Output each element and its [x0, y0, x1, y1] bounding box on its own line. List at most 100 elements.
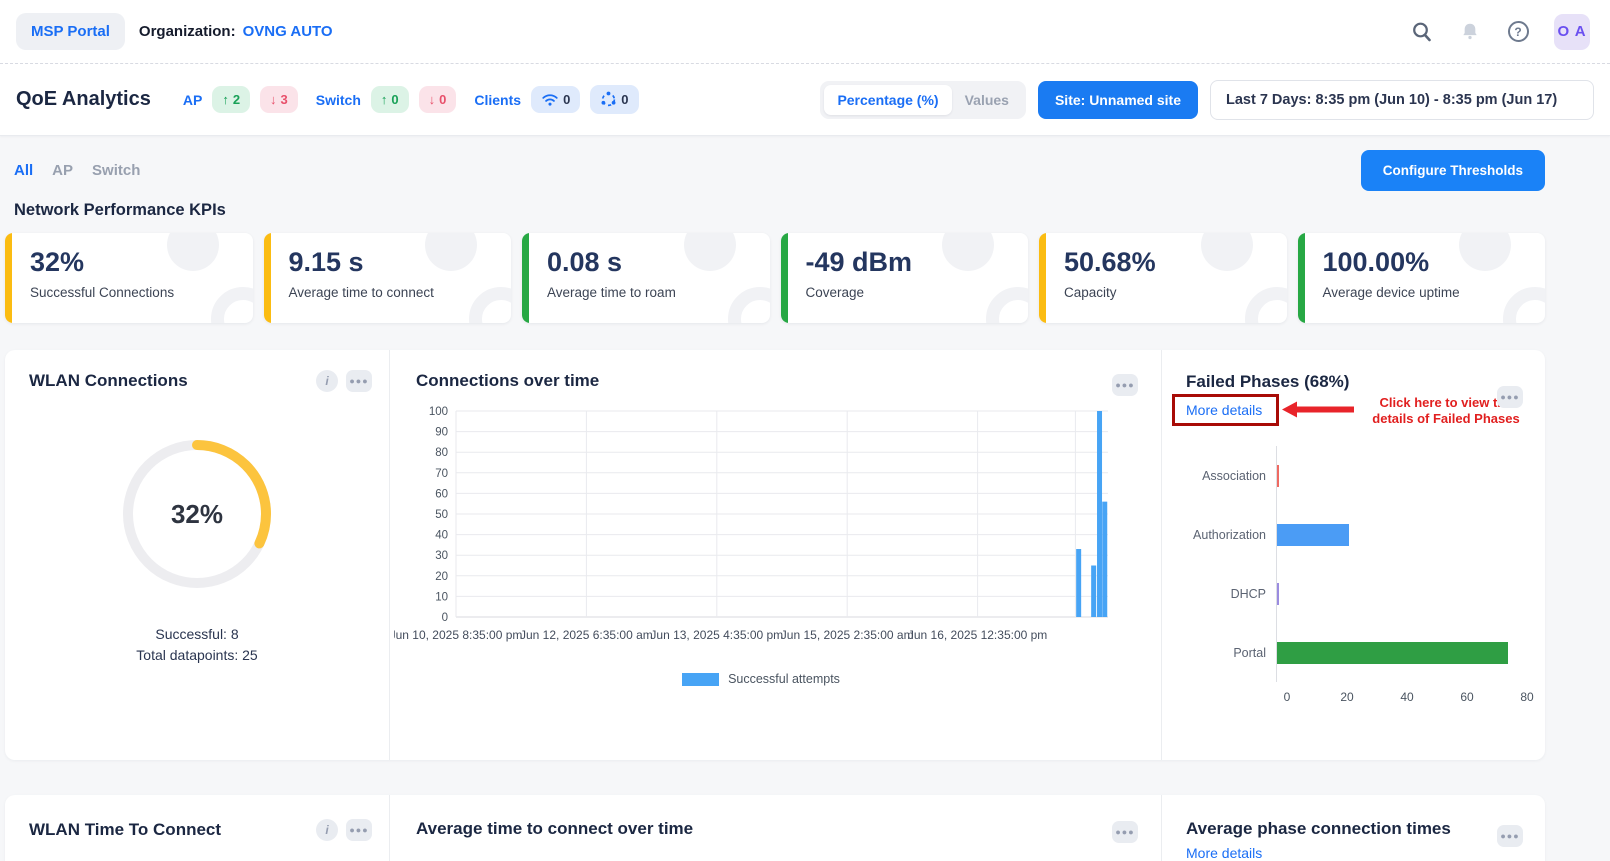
tab-switch[interactable]: Switch [92, 162, 141, 179]
fp-category-label: Authorization [1193, 527, 1266, 542]
more-menu-icon[interactable]: ●●● [1112, 821, 1138, 843]
failed-phases-more-details-link[interactable]: More details [1186, 402, 1263, 418]
kpi-label: Coverage [805, 285, 865, 300]
wlan-connections-section: WLAN Connections i ●●● 32% Successful: 8… [5, 350, 390, 760]
fp-bar[interactable] [1277, 464, 1279, 487]
svg-text:Jun 13, 2025 4:35:00 pm: Jun 13, 2025 4:35:00 pm [650, 628, 783, 642]
svg-text:0: 0 [442, 612, 448, 624]
svg-text:30: 30 [435, 550, 448, 562]
avatar[interactable]: O A [1554, 13, 1590, 50]
header-icons: ? O A [1410, 13, 1590, 50]
more-menu-icon[interactable]: ●●● [346, 819, 372, 841]
switch-down-badge[interactable]: ↓ 0 [418, 86, 457, 113]
kpi-accent-bar [263, 233, 271, 323]
more-menu-icon[interactable]: ●●● [1112, 374, 1138, 396]
ap-down-badge[interactable]: ↓ 3 [260, 86, 298, 113]
kpi-card-average-device-uptime: 100.00% Average device uptime [1297, 233, 1545, 323]
kpi-accent-bar [5, 233, 12, 323]
tab-ap[interactable]: AP [52, 162, 74, 179]
site-selector-button[interactable]: Site: Unnamed site [1037, 80, 1198, 119]
connections-over-time-section: Connections over time ●●● 0 10 20 30 40 50 60 7… [390, 350, 1162, 760]
svg-text:50: 50 [435, 509, 448, 521]
kpi-value: -49 dBm [805, 247, 913, 277]
donut-percent: 32% [170, 498, 224, 529]
connections-over-time-chart: 0 10 20 30 40 50 60 70 80 90 100 Jun 10, 2025 8:35:… [390, 403, 1161, 670]
decorative-shape [683, 233, 736, 271]
organization-label: Organization: [138, 23, 236, 40]
svg-text:40: 40 [435, 530, 448, 542]
configure-thresholds-button[interactable]: Configure Thresholds [1360, 150, 1545, 191]
kpi-card-average-time-to-connect: 9.15 s Average time to connect [263, 233, 511, 323]
kpi-label: Successful Connections [30, 285, 175, 300]
kpi-value: 100.00% [1322, 247, 1430, 277]
fp-x-axis: 0 20 40 60 80 [1283, 690, 1534, 704]
svg-text:70: 70 [435, 468, 448, 480]
fp-bar[interactable] [1277, 641, 1508, 664]
date-range-picker[interactable]: Last 7 Days: 8:35 pm (Jun 10) - 8:35 pm … [1210, 79, 1594, 120]
wlan-time-to-connect-title: WLAN Time To Connect [29, 820, 222, 839]
mesh-clients-icon [601, 91, 616, 107]
organization-name-link[interactable]: OVNG AUTO [242, 23, 333, 40]
wlan-connections-donut: 32% [109, 426, 285, 602]
tabs-row: All AP Switch Configure Thresholds [5, 150, 1545, 191]
arrow-down-icon: ↓ [270, 92, 277, 107]
svg-text:100: 100 [429, 406, 448, 418]
info-icon[interactable]: i [316, 819, 338, 841]
search-icon[interactable] [1410, 20, 1434, 44]
more-menu-icon[interactable]: ●●● [346, 370, 372, 392]
more-menu-icon[interactable]: ●●● [1497, 825, 1523, 847]
phase-times-more-details-link[interactable]: More details [1186, 845, 1263, 861]
clients-wifi-badge[interactable]: 0 [531, 86, 581, 113]
toolbar-right: Percentage (%) Values Site: Unnamed site… [820, 79, 1594, 120]
fp-row: Authorization [1176, 505, 1537, 564]
kpi-accent-bar [1039, 233, 1046, 323]
fp-bar[interactable] [1277, 523, 1349, 546]
annotation-highlight-box [1172, 394, 1279, 426]
toggle-values[interactable]: Values [964, 91, 1009, 108]
arrow-down-icon: ↓ [428, 92, 436, 107]
ap-up-badge[interactable]: ↑ 2 [212, 86, 251, 113]
clients-mesh-badge[interactable]: 0 [590, 85, 639, 114]
more-menu-icon[interactable]: ●●● [1497, 386, 1523, 408]
kpi-heading: Network Performance KPIs [14, 201, 226, 219]
ap-label[interactable]: AP [182, 91, 203, 108]
svg-text:Jun 15, 2025 2:35:00 am: Jun 15, 2025 2:35:00 am [781, 628, 914, 642]
msp-portal-button[interactable]: MSP Portal [16, 13, 125, 50]
total-datapoints: Total datapoints: 25 [136, 647, 258, 663]
decorative-shape [1200, 233, 1253, 271]
decorative-shape [166, 233, 219, 271]
switch-label[interactable]: Switch [315, 91, 361, 108]
device-summary: AP ↑ 2 ↓ 3 Switch ↑ 0 ↓ 0 Clients 0 0 [175, 85, 639, 114]
clients-label[interactable]: Clients [474, 91, 522, 108]
page-title: QoE Analytics [16, 88, 151, 110]
fp-row: DHCP [1176, 564, 1537, 623]
unit-toggle: Percentage (%) Values [820, 80, 1026, 119]
info-icon[interactable]: i [316, 370, 338, 392]
donut-stats: Successful: 8 Total datapoints: 25 [5, 624, 389, 666]
fp-bar[interactable] [1277, 582, 1280, 605]
failed-phases-title: Failed Phases (68%) [1186, 372, 1350, 391]
fp-category-label: Association [1202, 468, 1266, 483]
fp-row: Association [1176, 446, 1537, 505]
annotation-arrow-icon [1282, 401, 1354, 418]
switch-up-badge[interactable]: ↑ 0 [370, 86, 409, 113]
kpi-accent-bar [522, 233, 529, 323]
wlan-time-to-connect-section: WLAN Time To Connect i ●●● [5, 795, 390, 861]
fp-category-label: DHCP [1230, 586, 1266, 601]
svg-text:10: 10 [435, 591, 448, 603]
kpi-accent-bar [780, 233, 788, 323]
kpi-value: 32% [30, 247, 85, 277]
main-content: All AP Switch Configure Thresholds Netwo… [0, 136, 1610, 861]
notifications-bell-icon[interactable] [1458, 20, 1482, 44]
tab-all[interactable]: All [14, 162, 34, 179]
donut-arc [123, 440, 271, 588]
help-icon[interactable]: ? [1506, 20, 1530, 44]
svg-text:Jun 16, 2025 12:35:00 pm: Jun 16, 2025 12:35:00 pm [908, 628, 1047, 642]
toggle-percentage[interactable]: Percentage (%) [824, 84, 952, 115]
avg-time-to-connect-section: Average time to connect over time ●●● [390, 795, 1162, 861]
kpi-row: 32% Successful Connections 9.15 s Averag… [5, 233, 1545, 323]
wlan-connections-panel: WLAN Connections i ●●● 32% Successful: 8… [5, 350, 1545, 760]
kpi-card-successful-connections: 32% Successful Connections [5, 233, 253, 323]
legend-swatch [682, 672, 720, 686]
kpi-label: Average time to connect [288, 285, 434, 300]
